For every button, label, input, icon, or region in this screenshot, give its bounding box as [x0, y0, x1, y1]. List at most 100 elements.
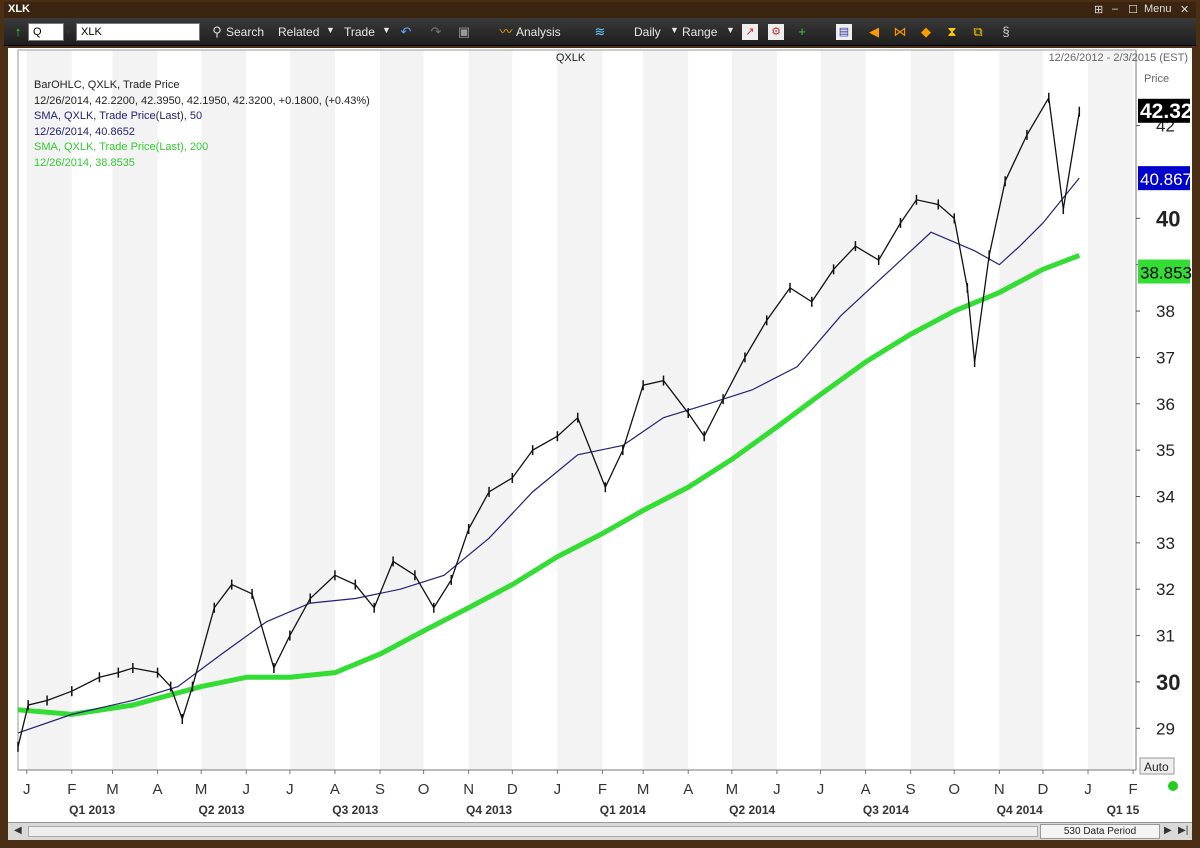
link-icon[interactable]: § [1002, 24, 1010, 39]
minimize-icon[interactable]: – [1112, 3, 1119, 15]
x-quarter-label: Q2 2013 [199, 803, 245, 817]
x-month-label: F [598, 781, 607, 798]
pin-icon[interactable]: ⊞ [1094, 4, 1104, 16]
search-icon[interactable]: ⚲ [212, 24, 222, 39]
sma50-price-tag-bg [1138, 166, 1190, 191]
select-icon[interactable]: ⧉ [973, 24, 983, 39]
crosshair-icon[interactable]: + [798, 24, 806, 39]
x-quarter-label: Q1 15 [1107, 803, 1140, 817]
x-quarter-label: Q3 2014 [863, 803, 909, 817]
analysis-icon[interactable]: 〰 [499, 24, 513, 39]
x-month-label: M [195, 781, 208, 798]
line-chart-icon[interactable]: ↗ [742, 24, 758, 40]
search-button[interactable]: Search [226, 25, 265, 39]
range-chevron-icon[interactable]: ▼ [726, 25, 735, 35]
y-tick-label: 30 [1156, 670, 1180, 695]
x-month-label: A [330, 781, 340, 798]
x-month-label: J [554, 781, 562, 798]
x-month-label: J [23, 781, 31, 798]
range-menu[interactable]: Range [682, 25, 718, 39]
legend-sma50-value: 12/26/2014, 40.8652 [34, 125, 135, 138]
undo-icon[interactable]: ↶ [400, 24, 412, 39]
month-band [557, 50, 603, 770]
expand-vertical-icon[interactable]: ◆ [921, 24, 931, 39]
sma50-line [17, 177, 1080, 734]
scroll-end-icon[interactable]: ▶| [1178, 825, 1189, 836]
month-band [289, 50, 335, 770]
x-quarter-label: Q4 2014 [997, 803, 1043, 817]
x-month-label: N [463, 781, 474, 798]
y-tick-label: 40 [1156, 206, 1180, 231]
chevron-down-icon[interactable]: ▼ [63, 27, 73, 37]
auto-button[interactable]: Auto [1144, 760, 1169, 774]
up-arrow-icon[interactable]: ↑ [14, 24, 22, 39]
toolbar: ↑ Q ▼ XLK ⚲ Search Related ▼ Trade ▼ ↶ ↷… [4, 18, 1196, 46]
x-month-label: F [1129, 781, 1138, 798]
status-dot [1168, 781, 1178, 791]
chart-area[interactable]: 29 30 31 32 33 34 35 36 37 38 40 42 Price J F M A M J J A S O N… [8, 48, 1192, 826]
month-band [731, 50, 777, 770]
trade-menu[interactable]: Trade [344, 25, 375, 39]
legend-sma200-title: SMA, QXLK, Trade Price(Last), 200 [34, 141, 209, 153]
x-quarter-label: Q1 2013 [69, 803, 115, 817]
time-scrollbar[interactable] [28, 826, 1038, 837]
x-month-label: M [637, 781, 650, 798]
y-tick-label: 32 [1156, 580, 1175, 599]
studies-icon[interactable]: ≋ [594, 24, 606, 39]
x-quarter-label: Q3 2013 [332, 803, 378, 817]
month-band [201, 50, 247, 770]
month-band [380, 50, 424, 770]
x-month-label: J [243, 781, 251, 798]
folder-icon[interactable]: ▣ [457, 24, 471, 39]
auto-button-bg [1139, 757, 1175, 775]
interval-menu[interactable]: Daily [634, 25, 661, 39]
month-band [468, 50, 513, 770]
month-band [26, 50, 72, 770]
x-quarter-label: Q2 2014 [729, 803, 775, 817]
y-tick-label: 35 [1156, 441, 1175, 460]
interval-chevron-icon[interactable]: ▼ [670, 25, 679, 35]
y-tick-label: 33 [1156, 534, 1175, 553]
table-icon[interactable]: ▤ [836, 24, 852, 40]
x-month-label: O [948, 781, 960, 798]
y-tick-label: 29 [1156, 719, 1175, 738]
x-month-label: A [861, 781, 871, 798]
scroll-left-arrow-icon[interactable]: ◀ [14, 825, 22, 836]
x-month-label: A [153, 781, 163, 798]
x-month-label: M [726, 781, 739, 798]
chart-settings-icon[interactable]: ⚙ [768, 24, 784, 40]
x-month-label: S [906, 781, 916, 798]
trade-chevron-icon[interactable]: ▼ [382, 25, 391, 35]
x-month-label: M [106, 781, 119, 798]
symbol-type-select[interactable]: Q [28, 23, 64, 41]
x-month-label: D [507, 781, 518, 798]
zoom-out-icon[interactable]: ⋈ [893, 24, 907, 39]
redo-icon[interactable]: ↷ [430, 24, 442, 39]
close-icon[interactable]: ✕ [1180, 4, 1190, 16]
legend-ohlc-values: 12/26/2014, 42.2200, 42.3950, 42.1950, 4… [34, 94, 370, 107]
analysis-menu[interactable]: Analysis [516, 25, 561, 39]
y-tick-label: 37 [1156, 348, 1175, 367]
x-month-label: J [286, 781, 294, 798]
scroll-right-arrow-icon[interactable]: ▶ [1164, 825, 1172, 836]
data-period-select[interactable]: 530 Data Period [1040, 824, 1160, 839]
sma50-price-tag-text: 40.867 [1140, 170, 1192, 189]
chart-title: QXLK [555, 52, 586, 64]
sma200-price-tag-bg [1138, 259, 1190, 284]
menu-label[interactable]: Menu [1144, 3, 1172, 15]
y-tick-label: 36 [1156, 395, 1175, 414]
chart-legend: BarOHLC, QXLK, Trade Price 12/26/2014, 4… [34, 78, 370, 171]
x-month-label: D [1038, 781, 1049, 798]
chart-date-range: 12/26/2012 - 2/3/2015 (EST) [1048, 52, 1188, 64]
related-chevron-icon[interactable]: ▼ [326, 25, 335, 35]
x-month-label: J [817, 781, 825, 798]
y-tick-label: 31 [1156, 627, 1175, 646]
menu-icon[interactable]: ☐ [1128, 4, 1138, 16]
x-month-label: N [994, 781, 1005, 798]
hourglass-icon[interactable]: ⧗ [947, 24, 957, 39]
symbol-input[interactable]: XLK [76, 23, 200, 41]
related-menu[interactable]: Related [278, 25, 320, 39]
scroll-left-icon[interactable]: ◀ [869, 24, 879, 39]
